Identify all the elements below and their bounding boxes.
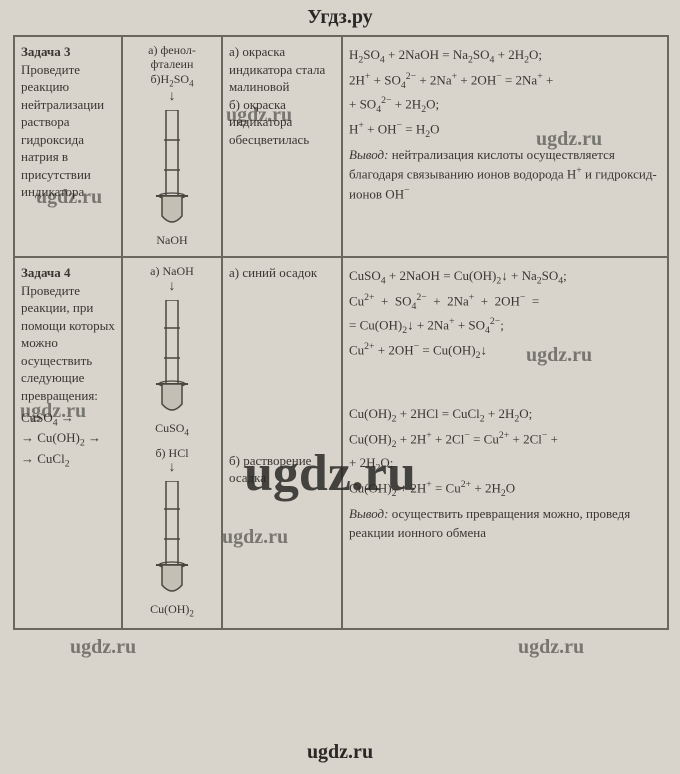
- equation: H2SO4 + 2NaOH = Na2SO4 + 2H2O;: [349, 45, 661, 68]
- table-row: Задача 3 Проведите реакцию нейтрализации…: [14, 36, 668, 257]
- equations-cell: H2SO4 + 2NaOH = Na2SO4 + 2H2O; 2H+ + SO4…: [342, 36, 668, 257]
- observations-cell: а) синий осадок б) растворение осадка: [222, 257, 342, 629]
- experiments-table: Задача 3 Проведите реакцию нейтрализации…: [13, 35, 669, 630]
- equation: Cu(OH)2 + 2HCl = CuCl2 + 2H2O;: [349, 404, 661, 427]
- observation-item: б) растворение осадка: [229, 452, 335, 487]
- observation-item: а) синий осадок: [229, 264, 335, 282]
- observation-item: б) окраска индикатора обесцветилась: [229, 96, 335, 149]
- reagent-label: а) фенол-фталеинб)H2SO4↓: [129, 43, 215, 104]
- equation: Cu2+ + 2OH− = Cu(OH)2↓: [349, 340, 661, 364]
- apparatus-cell: а) фенол-фталеинб)H2SO4↓ NaOH: [122, 36, 222, 257]
- conclusion: Вывод: нейтрализация кислоты осуществляе…: [349, 145, 661, 204]
- observations-cell: а) окраска индикатора стала малиновой б)…: [222, 36, 342, 257]
- task-body: Проведите реакцию нейтрализации раствора…: [21, 61, 115, 201]
- test-tube-icon: NaOH: [129, 110, 215, 248]
- page-footer: ugdz.ru: [0, 735, 680, 770]
- conclusion: Вывод: осуществить превращения можно, пр…: [349, 504, 661, 543]
- equation: CuSO4 + 2NaOH = Cu(OH)2↓ + Na2SO4;: [349, 266, 661, 289]
- equation: Cu(OH)2 + 2H+ + 2Cl− = Cu2+ + 2Cl− ++ 2H…: [349, 429, 661, 476]
- reaction-chain: CuSO4 →→ Cu(OH)2 →→ CuCl2: [21, 409, 115, 471]
- watermark: ugdz.ru: [518, 636, 584, 659]
- tube-bottom-label: Cu(OH)2: [150, 601, 194, 620]
- equation: H+ + OH− = H2O: [349, 119, 661, 143]
- observation-item: а) окраска индикатора стала малиновой: [229, 43, 335, 96]
- task-title: Задача 3: [21, 43, 115, 61]
- equation: Cu(OH)2 + 2H+ = Cu2+ + 2H2O: [349, 478, 661, 502]
- test-tube-icon: Cu(OH)2: [129, 481, 215, 620]
- watermark: ugdz.ru: [70, 636, 136, 659]
- task-body: Проведите реакции, при помощи которых мо…: [21, 282, 115, 405]
- page-header: Угдз.ру: [0, 0, 680, 35]
- task-title: Задача 4: [21, 264, 115, 282]
- equations-cell: CuSO4 + 2NaOH = Cu(OH)2↓ + Na2SO4; Cu2+ …: [342, 257, 668, 629]
- task-cell: Задача 4 Проведите реакции, при помощи к…: [14, 257, 122, 629]
- reagent-label: а) NaOH↓: [129, 264, 215, 293]
- tube-bottom-label: NaOH: [156, 232, 187, 248]
- table-row: Задача 4 Проведите реакции, при помощи к…: [14, 257, 668, 629]
- tube-bottom-label: CuSO4: [155, 420, 189, 439]
- equation: Cu2+ + SO42− + 2Na+ + 2OH− == Cu(OH)2↓ +…: [349, 291, 661, 338]
- apparatus-cell: а) NaOH↓ CuSO4 б) HCl↓ Cu(OH)2: [122, 257, 222, 629]
- task-cell: Задача 3 Проведите реакцию нейтрализации…: [14, 36, 122, 257]
- test-tube-icon: CuSO4: [129, 300, 215, 439]
- equation: 2H+ + SO42− + 2Na+ + 2OH− = 2Na+ ++ SO42…: [349, 70, 661, 117]
- reagent-label: б) HCl↓: [129, 446, 215, 475]
